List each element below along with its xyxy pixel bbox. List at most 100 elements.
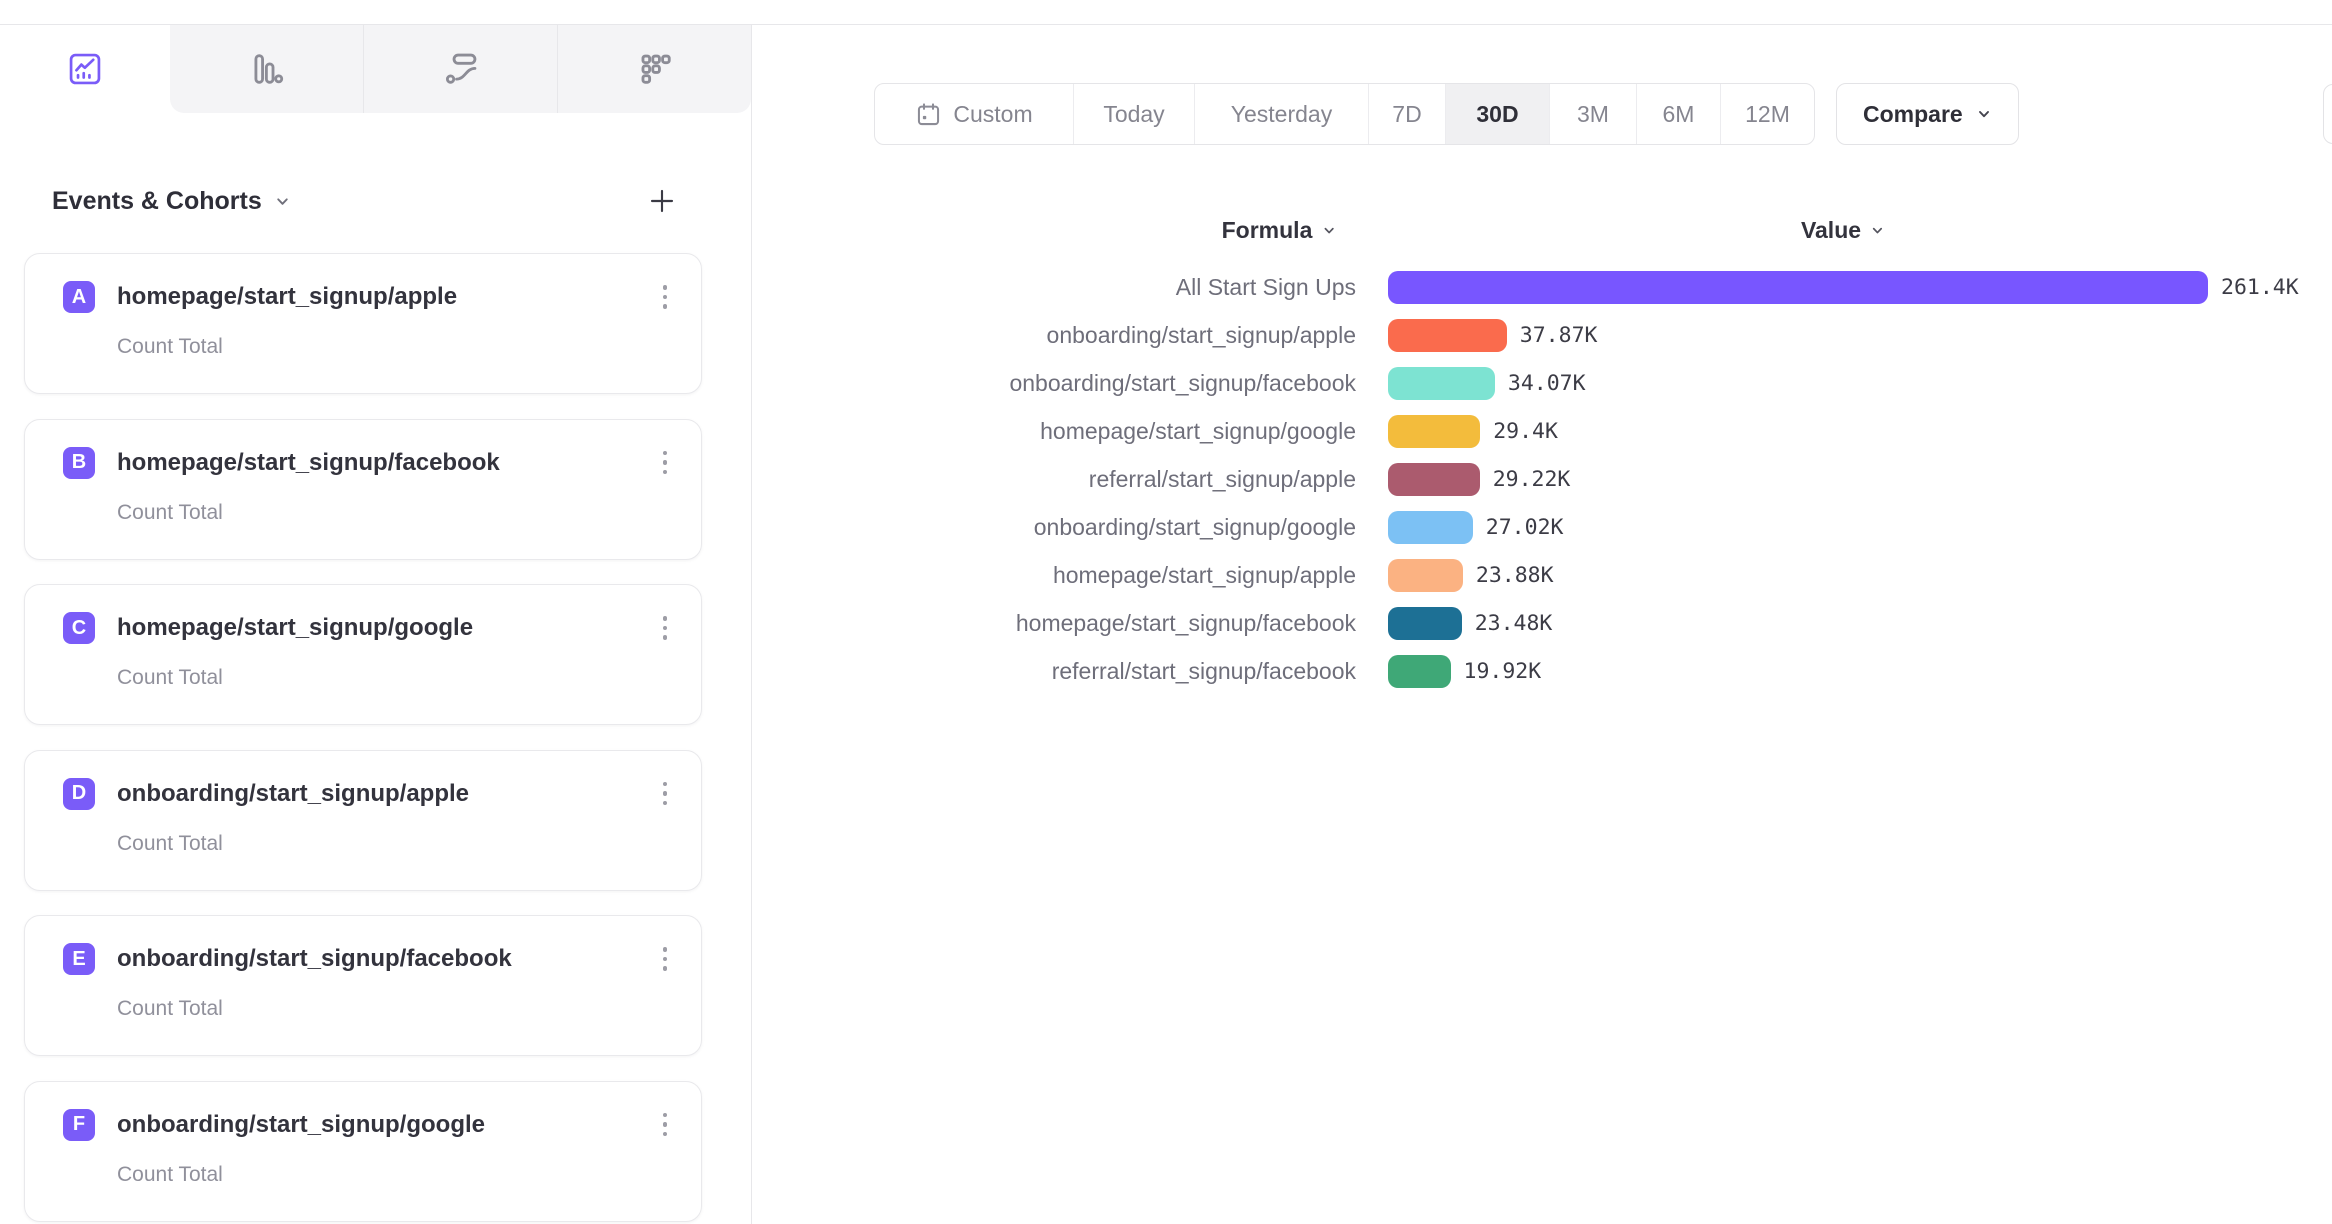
chart-bar[interactable] — [1388, 654, 1451, 688]
value-column-header[interactable]: Value — [1801, 214, 1885, 246]
chart-bar[interactable] — [1388, 366, 1495, 400]
date-range-label: 12M — [1745, 100, 1790, 127]
chart-bar[interactable] — [1388, 462, 1480, 496]
kebab-menu-icon[interactable] — [655, 943, 676, 975]
chevron-down-icon — [1324, 227, 1334, 233]
event-letter-badge: D — [63, 777, 95, 810]
chart-value: 23.88K — [1475, 562, 1554, 588]
event-name: homepage/start_signup/google — [117, 614, 474, 641]
chart-row: referral/start_signup/apple 29.22K — [760, 455, 2332, 503]
chart-bar[interactable] — [1388, 510, 1473, 544]
chart-row-label: onboarding/start_signup/apple — [1046, 321, 1356, 348]
chart-value: 23.48K — [1474, 610, 1553, 636]
event-name: onboarding/start_signup/facebook — [117, 945, 512, 972]
formula-header-label: Formula — [1221, 216, 1313, 243]
event-letter-badge: A — [63, 281, 95, 313]
chart-row-label: onboarding/start_signup/google — [1033, 513, 1356, 540]
date-range-option[interactable]: 12M — [1720, 84, 1814, 144]
chart-row-label: onboarding/start_signup/facebook — [1009, 369, 1356, 396]
event-card[interactable]: C homepage/start_signup/google Count Tot… — [24, 584, 702, 725]
event-letter-badge: F — [63, 1108, 95, 1141]
events-cohorts-header[interactable]: Events & Cohorts — [52, 187, 291, 216]
chart-row-label: referral/start_signup/facebook — [1051, 657, 1356, 684]
event-name: homepage/start_signup/facebook — [117, 448, 500, 476]
event-metric[interactable]: Count Total — [117, 1162, 223, 1186]
event-card[interactable]: B homepage/start_signup/facebook Count T… — [24, 418, 702, 560]
event-metric[interactable]: Count Total — [117, 666, 223, 689]
chart-row: onboarding/start_signup/apple 37.87K — [760, 311, 2332, 359]
tab-insights[interactable] — [0, 25, 170, 113]
event-name: onboarding/start_signup/google — [117, 1110, 485, 1138]
kebab-menu-icon[interactable] — [655, 1109, 676, 1141]
chart-value: 19.92K — [1463, 658, 1542, 684]
event-card[interactable]: A homepage/start_signup/apple Count Tota… — [24, 253, 702, 394]
chart-row: All Start Sign Ups 261.4K — [760, 263, 2332, 311]
chart-value: 261.4K — [2221, 274, 2299, 300]
chart-bar[interactable] — [1388, 414, 1481, 448]
date-range-label: 30D — [1476, 100, 1519, 127]
chart-row-label: All Start Sign Ups — [1175, 273, 1356, 300]
event-card[interactable]: F onboarding/start_signup/google Count T… — [24, 1080, 702, 1222]
formula-column-header[interactable]: Formula — [1222, 214, 1337, 246]
sidebar-divider — [751, 25, 752, 1224]
chart-row: homepage/start_signup/google 29.4K — [760, 407, 2332, 455]
bar-chart: All Start Sign Ups 261.4K onboarding/sta… — [760, 263, 2332, 695]
event-name: homepage/start_signup/apple — [117, 283, 458, 310]
chart-value: 37.87K — [1519, 322, 1598, 348]
kebab-menu-icon[interactable] — [655, 281, 676, 313]
date-range-label: 3M — [1577, 100, 1609, 127]
retention-grid-icon — [636, 50, 674, 88]
chart-bar[interactable] — [1388, 318, 1507, 352]
chart-row: onboarding/start_signup/google 27.02K — [760, 503, 2332, 551]
date-range-label: 6M — [1662, 100, 1695, 127]
chart-row-label: homepage/start_signup/facebook — [1015, 609, 1356, 636]
date-range-option[interactable]: 6M — [1636, 84, 1720, 144]
date-range-option[interactable]: Custom — [875, 84, 1073, 144]
add-event-button[interactable] — [644, 183, 680, 219]
event-metric[interactable]: Count Total — [117, 335, 223, 358]
event-letter-badge: B — [63, 446, 95, 479]
tab-flows[interactable] — [363, 25, 557, 113]
chart-value: 34.07K — [1507, 370, 1586, 396]
date-range-label: Yesterday — [1230, 100, 1333, 127]
date-range-option[interactable]: Today — [1073, 84, 1194, 144]
kebab-menu-icon[interactable] — [655, 447, 676, 479]
chart-bar[interactable] — [1388, 558, 1463, 592]
date-toolbar: Custom Today Yesterday 7D — [874, 83, 2019, 145]
date-range-option[interactable]: 3M — [1549, 84, 1636, 144]
inactive-tabs-group — [170, 25, 751, 113]
event-letter-badge: C — [63, 612, 95, 644]
date-range-option[interactable]: 7D — [1368, 84, 1445, 144]
event-metric[interactable]: Count Total — [117, 997, 223, 1020]
chart-row-label: homepage/start_signup/apple — [1052, 561, 1356, 588]
event-card[interactable]: D onboarding/start_signup/apple Count To… — [24, 749, 702, 891]
flows-icon — [442, 50, 480, 88]
event-letter-badge: E — [63, 943, 95, 975]
date-range-option[interactable]: Yesterday — [1194, 84, 1368, 144]
report-type-tabs — [0, 25, 751, 113]
compare-label: Compare — [1863, 100, 1963, 127]
kebab-menu-icon[interactable] — [655, 778, 676, 810]
date-range-option[interactable]: 30D — [1445, 84, 1549, 144]
tab-retention[interactable] — [557, 25, 751, 113]
event-card[interactable]: E onboarding/start_signup/facebook Count… — [24, 915, 702, 1056]
chevron-down-icon — [1978, 111, 1989, 118]
chart-value: 29.4K — [1493, 418, 1558, 444]
chevron-down-icon — [277, 197, 288, 205]
chart-row: referral/start_signup/facebook 19.92K — [760, 647, 2332, 695]
bar-chart-icon — [248, 50, 286, 88]
sidebar-header: Events & Cohorts — [52, 181, 680, 221]
event-metric[interactable]: Count Total — [117, 831, 223, 855]
kebab-menu-icon[interactable] — [655, 612, 676, 644]
clipped-right-button[interactable] — [2323, 84, 2332, 144]
chart-bar[interactable] — [1388, 270, 2208, 304]
tab-bar-chart[interactable] — [170, 25, 363, 113]
value-header-label: Value — [1800, 216, 1862, 243]
compare-button[interactable]: Compare — [1836, 83, 2019, 145]
event-metric[interactable]: Count Total — [117, 500, 223, 524]
event-list: A homepage/start_signup/apple Count Tota… — [24, 253, 702, 1222]
event-name: onboarding/start_signup/apple — [117, 779, 470, 807]
chart-row: homepage/start_signup/apple 23.88K — [760, 551, 2332, 599]
chart-bar[interactable] — [1388, 606, 1462, 640]
date-range-label: Custom — [953, 100, 1033, 127]
